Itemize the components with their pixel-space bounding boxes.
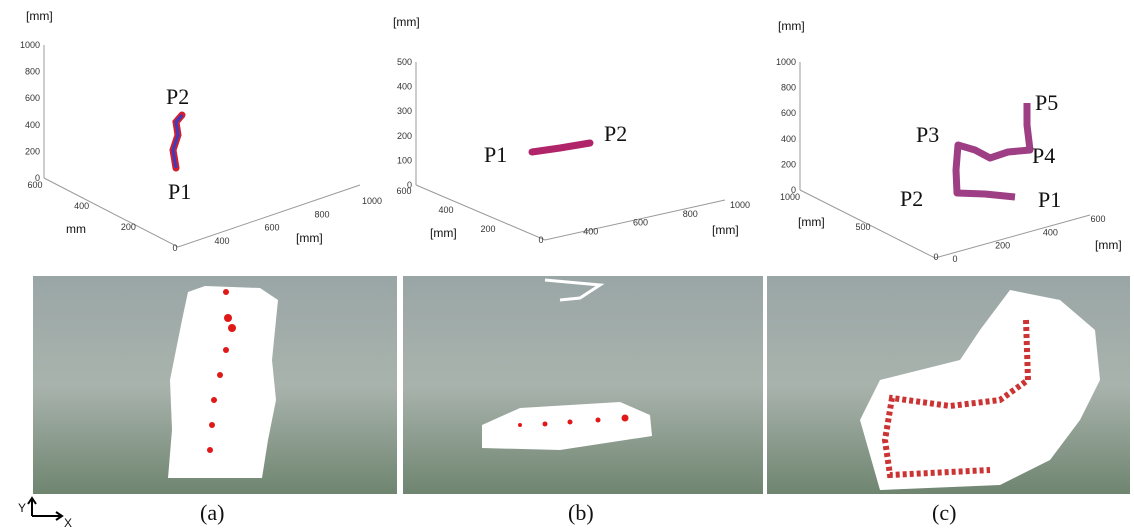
dots-c <box>881 319 1032 479</box>
left-axis-label: [mm] <box>798 215 825 229</box>
point-label: P1 <box>168 179 191 204</box>
z-tick-label: 200 <box>397 131 412 141</box>
point-label: P1 <box>1038 187 1061 212</box>
right-tick-label: 400 <box>214 236 229 246</box>
z-tick-label: 600 <box>781 108 796 118</box>
z-label: [mm] <box>778 19 805 33</box>
dots-b <box>518 414 629 427</box>
z-tick-label: 400 <box>397 82 412 92</box>
right-tick-label: 1000 <box>730 200 750 210</box>
panel-caption: (b) <box>568 500 594 525</box>
z-tick-label: 0 <box>407 180 412 190</box>
left-tick-label: 0 <box>172 243 177 253</box>
photos <box>33 276 1130 494</box>
z-tick-label: 800 <box>781 83 796 93</box>
z-tick-label: 400 <box>25 120 40 130</box>
point-label: P4 <box>1032 143 1055 168</box>
z-tick-label: 600 <box>25 93 40 103</box>
dots-a <box>207 289 236 453</box>
left-tick-label: 0 <box>933 252 938 262</box>
z-tick-label: 200 <box>25 146 40 156</box>
axes-arrows <box>27 496 64 521</box>
blob-a <box>168 286 278 478</box>
panel-caption: (a) <box>200 500 224 525</box>
z-tick-label: 400 <box>781 134 796 144</box>
right-tick-label: 600 <box>633 218 648 228</box>
z-tick-label: 800 <box>25 67 40 77</box>
right-tick-label: 600 <box>1090 214 1105 224</box>
z-tick-label: 500 <box>397 57 412 67</box>
right-tick-label: 800 <box>683 209 698 219</box>
trajectory-b <box>528 139 594 156</box>
right-axis-label: [mm] <box>296 231 323 245</box>
z-label: [mm] <box>393 15 420 29</box>
point-label: P1 <box>484 142 507 167</box>
point-label: P2 <box>900 186 923 211</box>
z-tick-label: 1000 <box>20 40 40 50</box>
right-tick-label: 200 <box>995 241 1010 251</box>
left-axis-label: mm <box>66 222 86 236</box>
left-axis-label: [mm] <box>430 226 457 240</box>
z-label: [mm] <box>26 9 53 23</box>
left-tick-label: 400 <box>74 201 89 211</box>
base-axes <box>415 184 726 241</box>
right-tick-label: 800 <box>314 209 329 219</box>
blob-b <box>482 402 652 450</box>
left-tick-label: 1000 <box>780 192 800 202</box>
z-tick-label: 0 <box>791 185 796 195</box>
right-axis-label: [mm] <box>712 223 739 237</box>
panel-caption: (c) <box>932 500 956 525</box>
z-tick-label: 300 <box>397 106 412 116</box>
z-tick-label: 0 <box>35 173 40 183</box>
right-tick-label: 400 <box>1043 227 1058 237</box>
z-tick-label: 100 <box>397 155 412 165</box>
right-axis-label: [mm] <box>1095 238 1122 252</box>
left-tick-label: 200 <box>480 224 495 234</box>
left-tick-label: 500 <box>855 222 870 232</box>
axes-legend: Y X <box>18 496 72 530</box>
right-tick-label: 400 <box>583 226 598 236</box>
trajectory-c <box>952 103 1034 201</box>
left-tick-label: 400 <box>438 205 453 215</box>
blob-c <box>860 290 1100 490</box>
right-tick-label: 600 <box>264 223 279 233</box>
left-tick-label: 600 <box>27 180 42 190</box>
left-tick-label: 200 <box>121 222 136 232</box>
base-axes <box>43 177 361 248</box>
right-tick-label: 1000 <box>362 196 382 206</box>
left-tick-label: 600 <box>396 186 411 196</box>
trajectories <box>169 103 1034 201</box>
base-axes <box>799 189 1091 259</box>
right-tick-label: 0 <box>538 235 543 245</box>
axis-y: Y <box>18 501 26 515</box>
tether-b <box>544 278 605 302</box>
point-label: P2 <box>166 84 189 109</box>
photo-b <box>403 276 763 494</box>
trajectory-a-core <box>171 114 184 169</box>
point-label: P3 <box>916 122 939 147</box>
z-tick-label: 200 <box>781 159 796 169</box>
z-tick-label: 1000 <box>776 57 796 67</box>
point-label: P2 <box>604 121 627 146</box>
axis-x: X <box>64 516 72 530</box>
point-label: P5 <box>1035 90 1058 115</box>
right-tick-label: 0 <box>952 254 957 264</box>
